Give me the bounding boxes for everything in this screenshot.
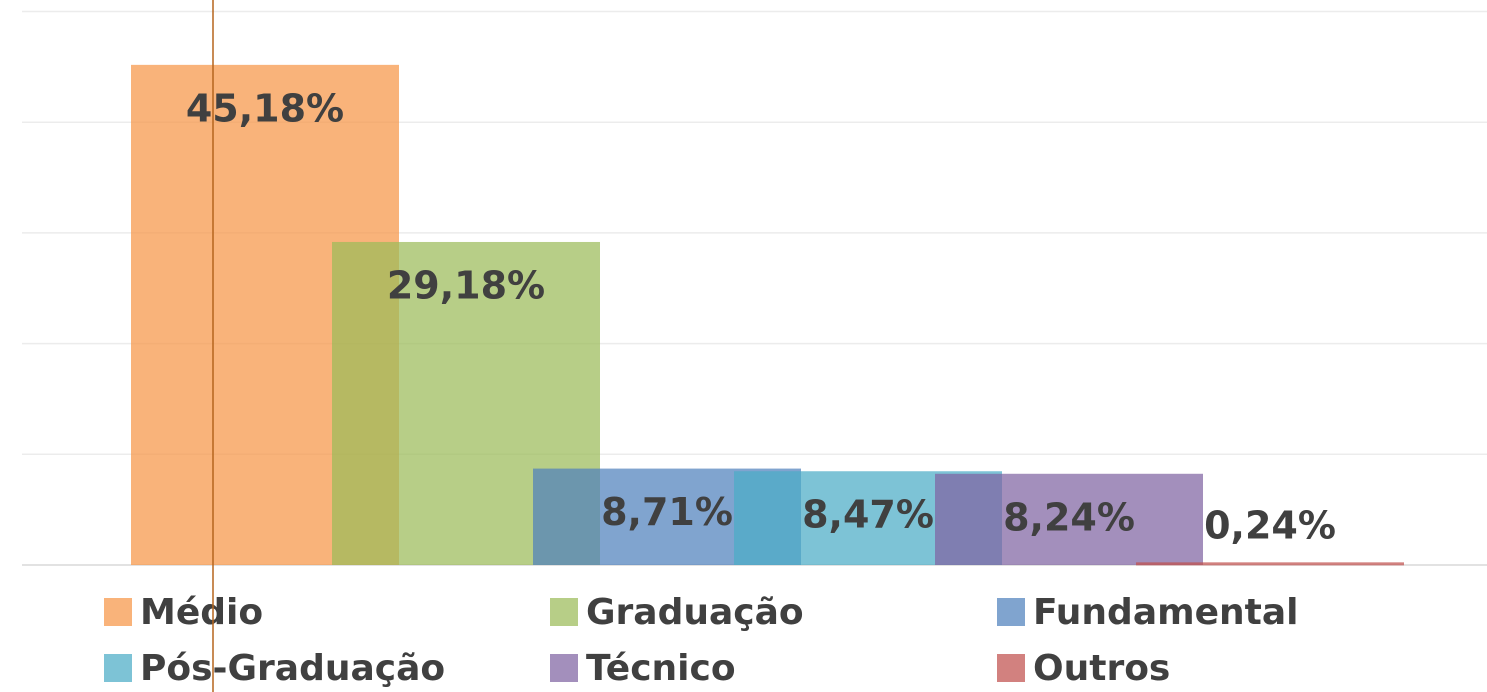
legend-label: Médio	[140, 592, 263, 633]
value-labels: 45,18% 29,18% 8,71% 8,47% 8,24% 0,24%	[186, 86, 1336, 547]
bars	[131, 64, 1404, 566]
value-label: 8,71%	[601, 490, 733, 534]
legend-label: Pós-Graduação	[140, 648, 445, 689]
legend-swatch	[997, 598, 1025, 626]
legend-label: Técnico	[586, 648, 736, 689]
value-label: 29,18%	[387, 263, 545, 307]
value-label: 0,24%	[1204, 504, 1336, 548]
legend-label: Fundamental	[1033, 592, 1299, 633]
bar	[935, 473, 1203, 565]
legend-swatch	[550, 654, 578, 682]
legend-swatch	[997, 654, 1025, 682]
legend-label: Outros	[1033, 648, 1170, 689]
bar	[1136, 562, 1404, 566]
value-label: 8,24%	[1003, 495, 1135, 539]
legend: Médio Graduação Fundamental Pós-Graduação Té…	[104, 592, 1299, 689]
value-label: 8,47%	[802, 493, 934, 537]
legend-swatch	[104, 654, 132, 682]
legend-swatch	[104, 598, 132, 626]
legend-swatch	[550, 598, 578, 626]
legend-label: Graduação	[586, 592, 804, 633]
value-label: 45,18%	[186, 86, 344, 130]
